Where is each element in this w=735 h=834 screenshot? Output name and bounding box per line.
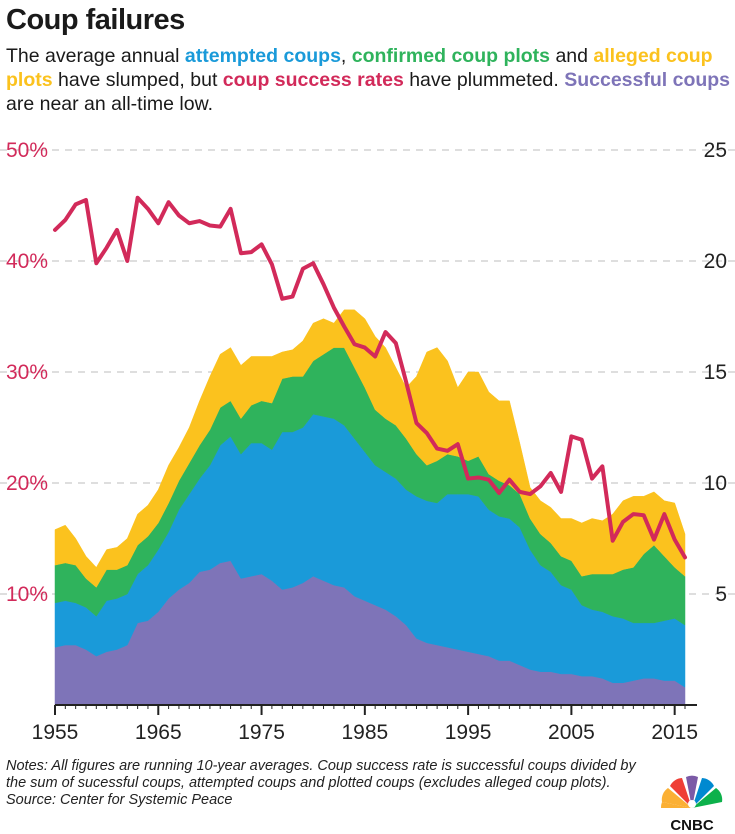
x-tick-label: 1985 (341, 721, 388, 744)
x-tick-label: 2005 (548, 721, 595, 744)
left-tick-label: 30% (6, 361, 48, 384)
chart-subtitle: The average annual attempted coups, conf… (6, 44, 731, 116)
subtitle-part: are near an all-time low. (6, 93, 214, 115)
chart-title: Coup failures (6, 4, 185, 36)
left-tick-label: 20% (6, 472, 48, 495)
x-tick-label: 1965 (135, 721, 182, 744)
subtitle-part: alleged coup plots (6, 45, 713, 91)
chart-notes: Notes: All figures are running 10-year a… (6, 758, 646, 809)
right-tick-label: 20 (704, 250, 727, 273)
success-rate-line (53, 195, 687, 560)
subtitle-part: and (550, 45, 594, 67)
axes: 10% 5 20% 10 30% 15 40% 20 50% 25 1955 1965 1975 1985… (6, 139, 727, 744)
x-tick-label: 1975 (238, 721, 285, 744)
left-tick-label: 40% (6, 250, 48, 273)
subtitle-part: Successful coups (564, 69, 731, 91)
x-tick-label: 1955 (32, 721, 79, 744)
subtitle-part: coup success rates (222, 69, 404, 91)
x-tick-label: 2015 (651, 721, 698, 744)
subtitle-part: have slumped, but (52, 69, 223, 91)
right-tick-label: 15 (704, 361, 727, 384)
subtitle-part: The average annual (6, 45, 185, 67)
right-tick-label: 25 (704, 139, 727, 162)
left-tick-label: 50% (6, 139, 48, 162)
stacked-areas (54, 309, 686, 706)
source-text: Source: Center for Systemic Peace (6, 792, 233, 808)
series-line-success-rate (53, 195, 687, 560)
notes-text: Notes: All figures are running 10-year a… (6, 758, 636, 791)
subtitle-part: have plummeted. (403, 69, 565, 91)
chart-plot: 10% 5 20% 10 30% 15 40% 20 50% 25 1955 1965 1975 1985… (0, 139, 735, 744)
x-tick-label: 1995 (445, 721, 492, 744)
subtitle-part: attempted coups (184, 45, 341, 67)
left-tick-label: 10% (6, 583, 48, 606)
area-alleged (54, 309, 686, 588)
cnbc-peacock-logo: CNBC (660, 775, 723, 832)
subtitle-part: confirmed coup plots (351, 45, 551, 67)
logo-text: CNBC (670, 817, 713, 832)
right-tick-label: 5 (715, 583, 727, 606)
subtitle-part: , (340, 45, 352, 67)
right-tick-label: 10 (704, 472, 727, 495)
